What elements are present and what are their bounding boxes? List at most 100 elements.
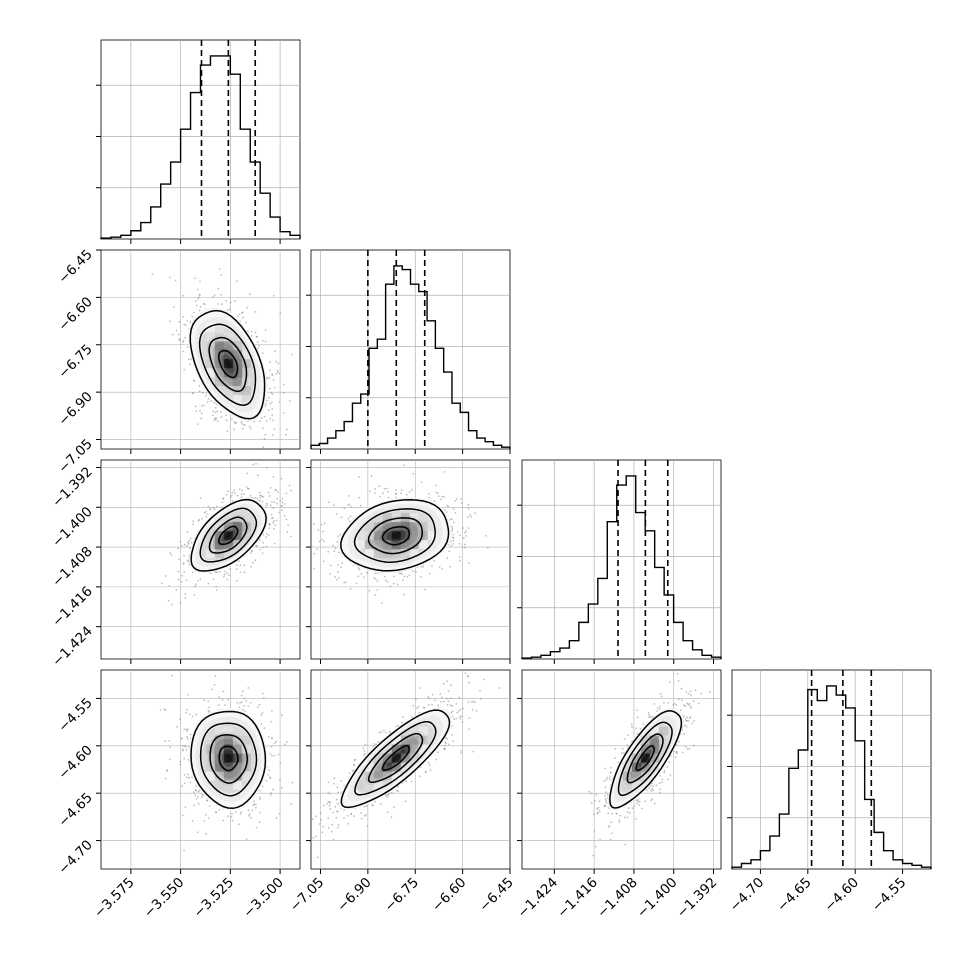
scatter-point (444, 744, 447, 747)
scatter-point (363, 805, 366, 808)
scatter-point (227, 490, 230, 493)
scatter-point (278, 813, 281, 815)
scatter-point (240, 694, 243, 697)
contour-line-1 (626, 733, 664, 784)
scatter-point (598, 811, 601, 813)
scatter-point (659, 692, 662, 695)
scatter-point (299, 775, 300, 777)
scatter-point (469, 514, 471, 516)
scatter-point (621, 747, 624, 750)
scatter-point (368, 589, 371, 592)
scatter-point (180, 737, 183, 739)
scatter-point (592, 854, 595, 857)
scatter-point (183, 773, 186, 776)
scatter-point (357, 575, 360, 578)
scatter-point (265, 502, 268, 505)
scatter-point (272, 476, 275, 478)
scatter-point (458, 696, 461, 699)
scatter-point (230, 494, 233, 497)
density-cell (232, 780, 242, 790)
scatter-point (271, 452, 273, 454)
scatter-point (431, 693, 434, 696)
scatter-point (374, 488, 376, 490)
scatter-point (372, 804, 374, 807)
scatter-point (207, 582, 210, 585)
scatter-point (195, 713, 198, 716)
scatter-point (622, 752, 625, 754)
density-cell (214, 368, 224, 378)
scatter-point (353, 764, 355, 767)
scatter-point (268, 527, 271, 530)
scatter-point (231, 418, 233, 420)
scatter-point (279, 779, 281, 781)
scatter-point (384, 579, 387, 582)
scatter-point (286, 530, 289, 533)
y-tick-label: −4.70 (55, 837, 96, 878)
density-cell (223, 341, 233, 351)
density-cell (223, 513, 233, 523)
scatter-point (259, 420, 261, 422)
scatter-point (472, 750, 475, 753)
scatter-point (271, 500, 273, 503)
scatter-point (626, 744, 629, 747)
scatter-point (258, 345, 261, 347)
density-cell (223, 771, 233, 781)
y-tick-label: −4.55 (55, 695, 96, 736)
scatter-point (363, 814, 366, 817)
scatter-point (186, 709, 188, 711)
density-cell (241, 531, 251, 541)
scatter-point (386, 794, 389, 796)
scatter-point (281, 714, 283, 717)
scatter-point (374, 800, 376, 803)
scatter-point (459, 718, 462, 720)
scatter-point (185, 579, 188, 582)
scatter-point (272, 419, 274, 422)
scatter-point (347, 495, 350, 497)
scatter-point (199, 578, 202, 580)
scatter-point (277, 491, 279, 494)
scatter-point (593, 813, 595, 816)
scatter-point (194, 405, 197, 408)
scatter-point (212, 296, 215, 298)
scatter-point (206, 401, 209, 404)
scatter-point (412, 472, 415, 475)
scatter-point (208, 706, 210, 709)
scatter-point (236, 564, 238, 567)
scatter-point (209, 572, 212, 575)
density-cell (400, 531, 410, 541)
scatter-point (233, 420, 236, 423)
scatter-point (249, 701, 252, 704)
x-tick-label: −6.90 (334, 875, 375, 916)
scatter-point (382, 729, 385, 732)
scatter-point (269, 753, 272, 755)
scatter-point (635, 799, 638, 801)
scatter-point (275, 817, 278, 820)
scatter-point (268, 523, 271, 526)
scatter-point (210, 400, 213, 402)
scatter-point (676, 672, 679, 675)
scatter-point (655, 784, 658, 787)
scatter-point (442, 682, 445, 685)
scatter-point (272, 788, 274, 791)
scatter-point (182, 294, 185, 297)
density-cell (427, 522, 437, 532)
histogram-step-0 (100, 55, 301, 239)
scatter-point (412, 570, 415, 573)
scatter-point (184, 746, 187, 748)
scatter-point (327, 781, 330, 784)
scatter-point (326, 803, 329, 805)
density-cell (232, 726, 242, 736)
scatter-point (228, 574, 230, 577)
scatter-point (192, 520, 195, 523)
scatter-point (656, 707, 659, 709)
scatter-point (192, 523, 194, 525)
scatter-point (394, 492, 397, 495)
density-cell (400, 762, 410, 772)
density-cell (232, 531, 242, 541)
scatter-point (164, 740, 167, 742)
density-cell (364, 762, 374, 772)
density-cell (382, 540, 392, 550)
scatter-point (648, 787, 650, 790)
scatter-point (658, 705, 661, 708)
scatter-point (280, 477, 283, 480)
